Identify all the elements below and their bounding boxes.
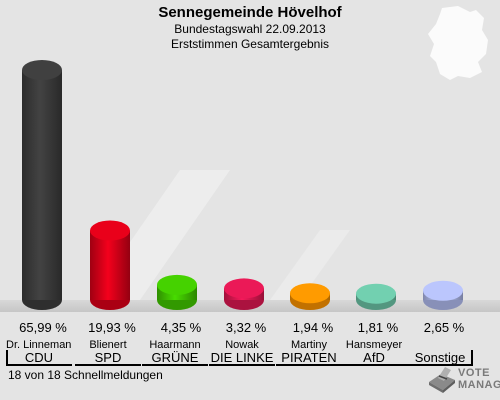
party-underline-cdu [6,364,72,366]
bars-layer [22,60,463,310]
germany-silhouette [428,6,488,80]
party-label-linke: DIE LINKE [210,350,274,365]
value-label-sonstige: 2,65 % [423,320,465,335]
bar-gruene [157,274,197,310]
bar-afd [356,283,396,310]
value-label-piraten: 1,94 % [292,320,334,335]
party-label-cdu: CDU [24,350,54,365]
chart-title: Sennegemeinde Hövelhof [158,4,342,21]
logo-text-manager: MANAGER [458,379,500,391]
ballot-box-icon [429,367,455,393]
party-underline-piraten [276,364,342,366]
party-label-afd: AfD [363,350,385,365]
candidate-label-piraten: Martiny [290,339,328,351]
bar-cdu [22,60,62,310]
bar-sonstige [423,280,463,310]
party-underline-sonstige [407,364,473,366]
background-shadow-2 [270,230,350,300]
chart-subtitle-2: Erststimmen Gesamtergebnis [170,37,330,51]
party-label-spd: SPD [94,350,122,365]
candidate-label-gruene: Haarmann [149,339,201,351]
bar-linke [224,278,264,310]
logo-text-vote: VOTE [458,367,490,379]
candidate-label-cdu: Dr. Linnemann [6,339,72,351]
value-label-cdu: 65,99 % [19,320,67,335]
bar-piraten [290,283,330,310]
party-underline-linke [209,364,275,366]
bar-spd [90,220,130,310]
candidate-label-spd: Blienert [89,339,127,351]
party-label-sonstige: Sonstige [414,350,466,365]
party-label-piraten: PIRATEN [281,350,337,365]
party-tick-left [6,350,8,366]
party-label-gruene: GRÜNE [151,350,199,365]
value-label-afd: 1,81 % [357,320,399,335]
candidate-label-linke: Nowak [225,339,259,351]
party-underline-spd [75,364,141,366]
party-underline-afd [341,364,407,366]
status-footer: 18 von 18 Schnellmeldungen [8,368,163,382]
candidate-label-afd: Hansmeyer [345,339,403,351]
value-label-linke: 3,32 % [225,320,267,335]
vote-manager-logo: VOTE MANAGER [427,364,500,396]
party-tick-right [471,350,473,366]
value-label-spd: 19,93 % [88,320,136,335]
value-label-gruene: 4,35 % [160,320,202,335]
party-underline-gruene [142,364,208,366]
chart-subtitle: Bundestagswahl 22.09.2013 [174,22,326,36]
